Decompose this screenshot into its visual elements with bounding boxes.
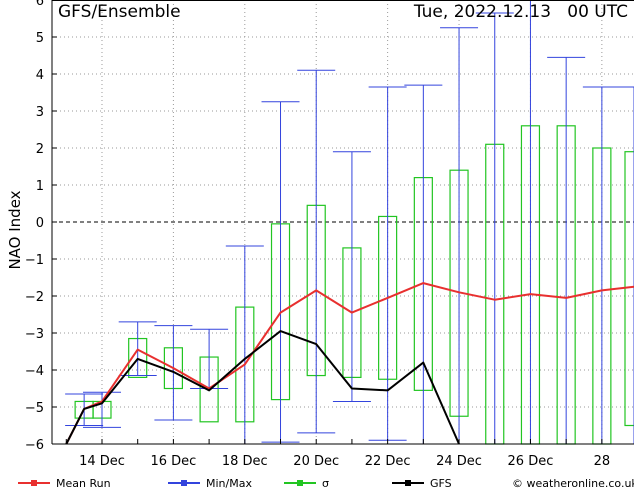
gfs-line [65, 330, 460, 445]
chart-title: GFS/Ensemble [58, 2, 181, 22]
x-tick-label: 14 Dec [79, 454, 125, 469]
y-tick-label: −3 [25, 327, 44, 342]
y-tick-label: 4 [36, 68, 44, 83]
y-tick-label: 0 [36, 216, 44, 231]
legend-item-minmax: Min/Max [168, 476, 252, 490]
x-tick-label: 18 Dec [222, 454, 268, 469]
y-tick-label: 2 [36, 142, 44, 157]
legend-label-sigma: σ [322, 476, 329, 490]
y-axis-label: NAO Index [6, 190, 24, 269]
x-tick-label: 22 Dec [365, 454, 411, 469]
y-tick-label: −1 [25, 253, 44, 268]
legend: Mean Run Min/Max σ GFS © weatheronline.c… [0, 476, 634, 490]
legend-swatch-gfs [392, 480, 424, 486]
y-tick-label: 5 [36, 31, 44, 46]
legend-item-mean-run: Mean Run [18, 476, 111, 490]
x-tick-label: 24 Dec [436, 454, 482, 469]
y-tick-label: 6 [36, 0, 44, 9]
nao-ensemble-chart: −6 −5 −4 −3 −2 −1 0 1 2 3 4 5 6 14 Dec 16 Dec 18 Dec 20 … [6, 0, 634, 469]
y-tick-label: −5 [25, 401, 44, 416]
legend-item-gfs: GFS [392, 476, 452, 490]
x-tick-label: 16 Dec [150, 454, 196, 469]
legend-swatch-mean [18, 480, 50, 486]
axes: −6 −5 −4 −3 −2 −1 0 1 2 3 4 5 6 14 Dec 16 Dec 18 Dec 20 … [25, 0, 634, 469]
credit-text[interactable]: © weatheronline.co.uk [512, 476, 634, 490]
legend-label-mean: Mean Run [56, 476, 111, 490]
run-label: Tue, 2022.12.13 00 UTC [413, 2, 628, 22]
legend-label-gfs: GFS [430, 476, 452, 490]
y-tick-label: −6 [25, 438, 44, 453]
y-tick-label: 1 [36, 179, 44, 194]
grid-layer [52, 0, 634, 445]
legend-label-minmax: Min/Max [206, 476, 252, 490]
x-tick-label: 20 Dec [293, 454, 339, 469]
mean-run-line [65, 282, 634, 445]
y-tick-label: 3 [36, 105, 44, 120]
y-tick-label: −4 [25, 364, 44, 379]
y-tick-label: −2 [25, 290, 44, 305]
x-tick-label: 26 Dec [508, 454, 554, 469]
legend-item-sigma: σ [284, 476, 329, 490]
series-lines [65, 282, 634, 445]
legend-swatch-minmax [168, 480, 200, 486]
legend-swatch-sigma [284, 480, 316, 486]
x-tick-label: 28 [594, 454, 611, 469]
sigma-boxes [74, 125, 634, 445]
